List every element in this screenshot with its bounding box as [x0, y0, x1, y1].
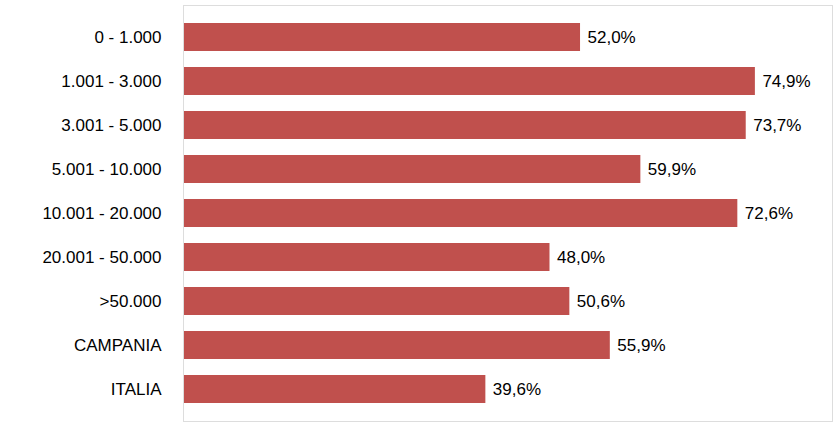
svg-text:>50.000: >50.000	[100, 292, 162, 311]
svg-text:55,9%: 55,9%	[617, 336, 665, 355]
svg-text:48,0%: 48,0%	[557, 248, 605, 267]
svg-text:CAMPANIA: CAMPANIA	[74, 336, 162, 355]
svg-text:50,6%: 50,6%	[577, 292, 625, 311]
svg-text:73,7%: 73,7%	[753, 116, 801, 135]
svg-text:39,6%: 39,6%	[493, 380, 541, 399]
svg-text:10.001 - 20.000: 10.001 - 20.000	[42, 204, 161, 223]
svg-text:74,9%: 74,9%	[762, 72, 810, 91]
svg-text:5.001 - 10.000: 5.001 - 10.000	[52, 160, 162, 179]
svg-text:ITALIA: ITALIA	[111, 380, 162, 399]
svg-text:20.001 - 50.000: 20.001 - 50.000	[42, 248, 161, 267]
svg-text:59,9%: 59,9%	[648, 160, 696, 179]
svg-text:72,6%: 72,6%	[745, 204, 793, 223]
svg-text:3.001 - 5.000: 3.001 - 5.000	[61, 116, 161, 135]
svg-text:1.001 - 3.000: 1.001 - 3.000	[61, 72, 161, 91]
svg-text:52,0%: 52,0%	[588, 28, 636, 47]
svg-text:0 - 1.000: 0 - 1.000	[94, 28, 161, 47]
